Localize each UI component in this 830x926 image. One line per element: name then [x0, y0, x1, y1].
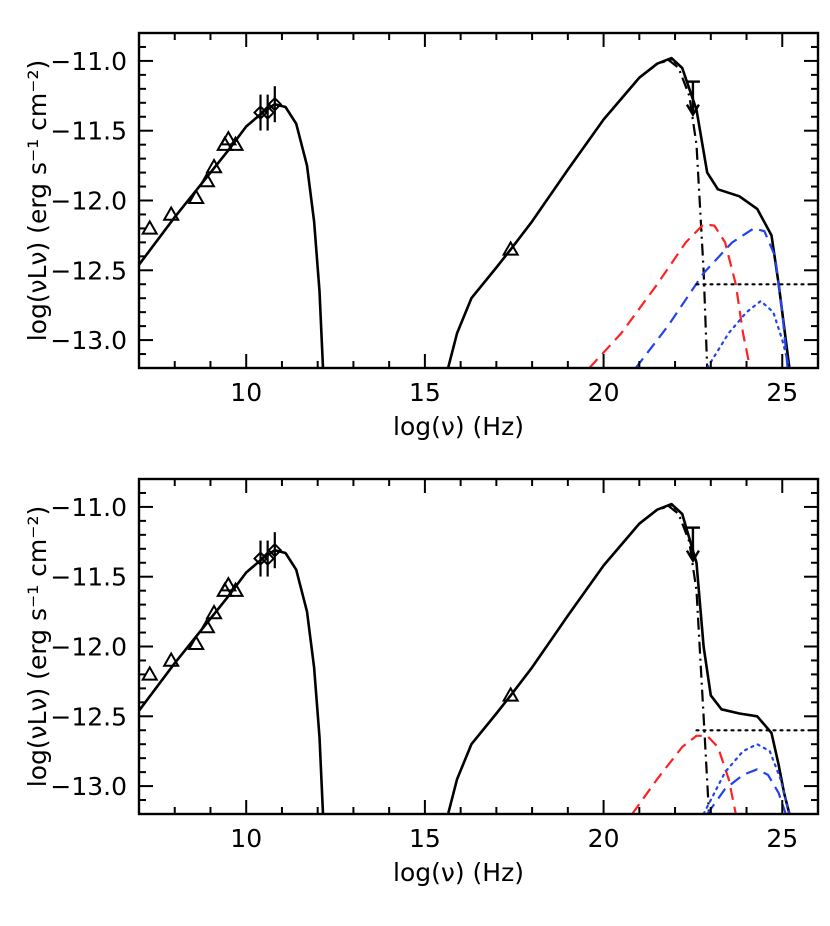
y-axis-title: log(νLν) (erg s⁻¹ cm⁻²)	[23, 506, 52, 787]
y-axis-title: log(νLν) (erg s⁻¹ cm⁻²)	[23, 60, 52, 341]
y-tick-label: −12.0	[50, 187, 127, 216]
plot-frame	[137, 31, 820, 370]
triangle-point	[219, 130, 238, 146]
y-tick-label: −12.0	[50, 633, 127, 662]
diamond-point	[260, 105, 276, 120]
series-red-dashed	[588, 223, 752, 368]
series-blue-dashed	[706, 768, 787, 814]
triangle-point	[140, 219, 159, 235]
triangle-point	[162, 651, 180, 667]
x-tick-label: 10	[230, 378, 262, 407]
y-tick-label: −11.5	[50, 117, 127, 146]
x-tick-label: 15	[409, 378, 441, 407]
series-blue-dotted	[702, 743, 791, 814]
series-group	[139, 56, 812, 368]
series-red-dashed	[631, 734, 737, 814]
x-tick-label: 20	[588, 378, 620, 407]
series-total-dotted	[638, 58, 684, 79]
observations	[140, 80, 700, 256]
series-group	[139, 502, 812, 814]
triangle-point	[198, 171, 216, 188]
triangle-point	[205, 603, 223, 620]
triangle-point	[162, 205, 180, 221]
triangle-point	[226, 135, 245, 151]
x-axis-title: log(ν) (Hz)	[393, 412, 524, 441]
plot-frame	[137, 477, 820, 816]
panel-bottom: 10 15 20 25 −13.0 −12.5 −12.0 −11.5 −11.0 log(ν) …	[23, 477, 820, 887]
triangle-point	[226, 581, 245, 597]
upper-limit-arrow	[685, 526, 700, 563]
triangle-point	[140, 665, 159, 681]
panel-top: 10 15 20 25 −13.0 −12.5 −12.0 −11.5 −11.0 log(ν) …	[23, 31, 820, 441]
y-tick-label: −11.0	[50, 493, 127, 522]
ticks	[138, 478, 819, 815]
triangle-point	[187, 634, 205, 650]
triangle-point	[501, 686, 520, 702]
x-tick-label: 15	[409, 824, 441, 853]
series-blue-dashed	[634, 227, 789, 368]
series-blue-dotted	[706, 299, 791, 368]
ticks	[138, 32, 819, 369]
diamond-point	[267, 96, 283, 112]
x-tick-label: 25	[766, 824, 798, 853]
triangle-point	[198, 617, 216, 634]
series-EC-dash-dot	[667, 58, 709, 368]
upper-limit-arrow	[685, 80, 700, 117]
x-tick-label: 25	[766, 378, 798, 407]
series-EC-dash-dot	[667, 504, 711, 814]
series-total	[446, 56, 791, 368]
y-tick-label: −11.0	[50, 47, 127, 76]
diamond-point	[267, 542, 283, 558]
triangle-point	[501, 240, 520, 256]
y-tick-label: −11.5	[50, 563, 127, 592]
diamond-point	[260, 551, 276, 566]
triangle-point	[187, 188, 205, 204]
series-total-dotted	[638, 504, 684, 525]
x-tick-label: 10	[230, 824, 262, 853]
y-tick-label: −13.0	[50, 772, 127, 801]
y-tick-label: −12.5	[50, 256, 127, 285]
x-tick-label: 20	[588, 824, 620, 853]
triangle-point	[219, 576, 238, 592]
y-tick-label: −12.5	[50, 702, 127, 731]
triangle-point	[205, 157, 223, 174]
series-total	[446, 502, 791, 814]
observations	[140, 526, 700, 702]
x-axis-title: log(ν) (Hz)	[393, 858, 524, 887]
y-tick-label: −13.0	[50, 326, 127, 355]
